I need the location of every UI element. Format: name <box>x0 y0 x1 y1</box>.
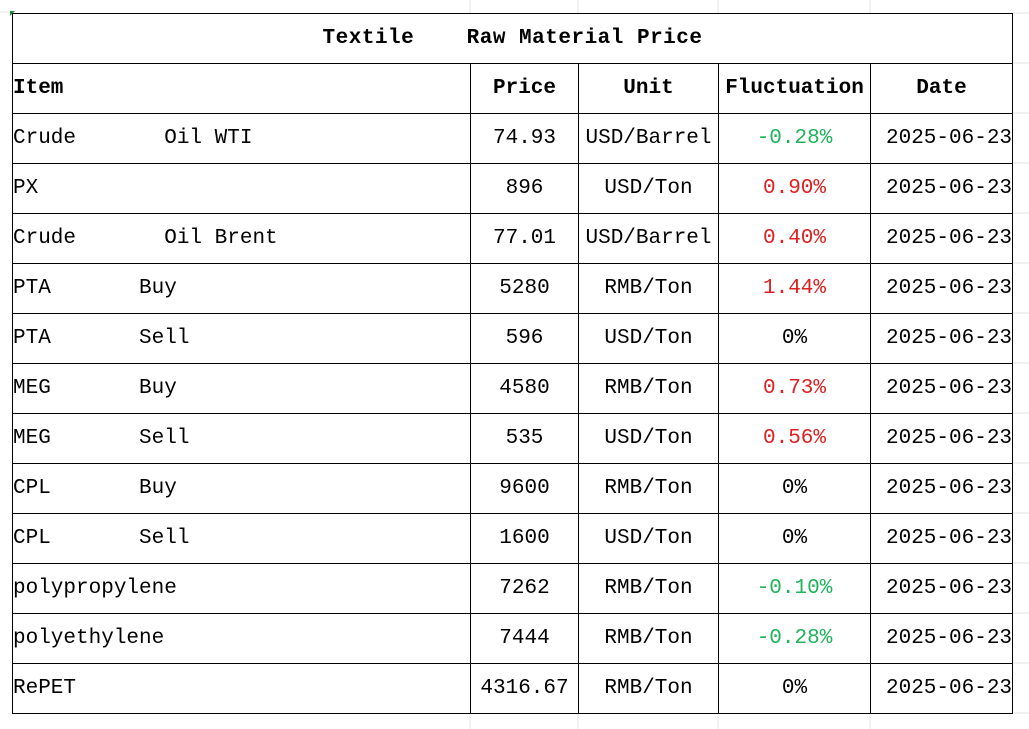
date-cell[interactable]: 2025-06-23 <box>869 313 1014 364</box>
unit-cell[interactable]: USD/Ton <box>578 513 719 564</box>
fluctuation-cell[interactable]: -0.10% <box>718 563 871 614</box>
header-price[interactable]: Price <box>470 63 579 114</box>
date-cell[interactable]: 2025-06-23 <box>869 363 1014 414</box>
item-cell[interactable]: polypropylene <box>12 563 471 614</box>
fluctuation-cell[interactable]: 0% <box>718 313 871 364</box>
item-cell[interactable]: CPL Sell <box>12 513 471 564</box>
price-cell[interactable]: 596 <box>470 313 579 364</box>
header-date[interactable]: Date <box>869 63 1014 114</box>
fluctuation-cell[interactable]: 0.56% <box>718 413 871 464</box>
price-table: Textile Raw Material Price Item Price Un… <box>11 13 1014 714</box>
price-cell[interactable]: 4580 <box>470 363 579 414</box>
item-cell[interactable]: CPL Buy <box>12 463 471 514</box>
price-cell[interactable]: 74.93 <box>470 113 579 164</box>
table-row: CPL Buy 9600 RMB/Ton 0% 2025-06-23 <box>12 463 1014 514</box>
table-row: RePET 4316.67 RMB/Ton 0% 2025-06-23 <box>12 663 1014 714</box>
price-cell[interactable]: 7262 <box>470 563 579 614</box>
unit-cell[interactable]: USD/Ton <box>578 313 719 364</box>
date-cell[interactable]: 2025-06-23 <box>869 413 1014 464</box>
table-row: Crude Oil Brent 77.01 USD/Barrel 0.40% 2025-… <box>12 213 1014 264</box>
header-row: Item Price Unit Fluctuation Date <box>12 63 1014 114</box>
item-cell[interactable]: MEG Buy <box>12 363 471 414</box>
fluctuation-cell[interactable]: 0.90% <box>718 163 871 214</box>
unit-cell[interactable]: RMB/Ton <box>578 363 719 414</box>
date-cell[interactable]: 2025-06-23 <box>869 513 1014 564</box>
fluctuation-cell[interactable]: 1.44% <box>718 263 871 314</box>
fluctuation-cell[interactable]: 0.40% <box>718 213 871 264</box>
table-row: MEG Sell 535 USD/Ton 0.56% 2025-06-23 <box>12 413 1014 464</box>
title-row: Textile Raw Material Price <box>11 13 1014 64</box>
price-cell[interactable]: 77.01 <box>470 213 579 264</box>
item-cell[interactable]: PTA Sell <box>12 313 471 364</box>
item-cell[interactable]: MEG Sell <box>12 413 471 464</box>
date-cell[interactable]: 2025-06-23 <box>869 213 1014 264</box>
table-body: Crude Oil WTI 74.93 USD/Barrel -0.28% 2025-0… <box>12 113 1014 714</box>
unit-cell[interactable]: RMB/Ton <box>578 263 719 314</box>
table-row: PX 896 USD/Ton 0.90% 2025-06-23 <box>12 163 1014 214</box>
unit-cell[interactable]: RMB/Ton <box>578 613 719 664</box>
item-cell[interactable]: polyethylene <box>12 613 471 664</box>
price-cell[interactable]: 7444 <box>470 613 579 664</box>
fluctuation-cell[interactable]: 0% <box>718 463 871 514</box>
item-cell[interactable]: PTA Buy <box>12 263 471 314</box>
unit-cell[interactable]: RMB/Ton <box>578 663 719 714</box>
date-cell[interactable]: 2025-06-23 <box>869 163 1014 214</box>
header-item[interactable]: Item <box>12 63 471 114</box>
table-row: Crude Oil WTI 74.93 USD/Barrel -0.28% 2025-0… <box>12 113 1014 164</box>
fluctuation-cell[interactable]: -0.28% <box>718 613 871 664</box>
table-row: PTA Buy 5280 RMB/Ton 1.44% 2025-06-23 <box>12 263 1014 314</box>
item-cell[interactable]: PX <box>12 163 471 214</box>
table-row: polyethylene 7444 RMB/Ton -0.28% 2025-06-23 <box>12 613 1014 664</box>
date-cell[interactable]: 2025-06-23 <box>869 113 1014 164</box>
price-cell[interactable]: 4316.67 <box>470 663 579 714</box>
table-row: polypropylene 7262 RMB/Ton -0.10% 2025-06-23 <box>12 563 1014 614</box>
price-cell[interactable]: 535 <box>470 413 579 464</box>
date-cell[interactable]: 2025-06-23 <box>869 463 1014 514</box>
item-cell[interactable]: Crude Oil Brent <box>12 213 471 264</box>
fluctuation-cell[interactable]: -0.28% <box>718 113 871 164</box>
unit-cell[interactable]: RMB/Ton <box>578 463 719 514</box>
fluctuation-cell[interactable]: 0% <box>718 663 871 714</box>
price-cell[interactable]: 9600 <box>470 463 579 514</box>
unit-cell[interactable]: USD/Barrel <box>578 213 719 264</box>
unit-cell[interactable]: USD/Barrel <box>578 113 719 164</box>
table-row: CPL Sell 1600 USD/Ton 0% 2025-06-23 <box>12 513 1014 564</box>
unit-cell[interactable]: USD/Ton <box>578 413 719 464</box>
table-row: MEG Buy 4580 RMB/Ton 0.73% 2025-06-23 <box>12 363 1014 414</box>
item-cell[interactable]: RePET <box>12 663 471 714</box>
fluctuation-cell[interactable]: 0% <box>718 513 871 564</box>
price-cell[interactable]: 896 <box>470 163 579 214</box>
table-title[interactable]: Textile Raw Material Price <box>11 13 1014 64</box>
header-fluctuation[interactable]: Fluctuation <box>718 63 871 114</box>
date-cell[interactable]: 2025-06-23 <box>869 663 1014 714</box>
unit-cell[interactable]: RMB/Ton <box>578 563 719 614</box>
date-cell[interactable]: 2025-06-23 <box>869 563 1014 614</box>
item-cell[interactable]: Crude Oil WTI <box>12 113 471 164</box>
header-unit[interactable]: Unit <box>578 63 719 114</box>
price-cell[interactable]: 5280 <box>470 263 579 314</box>
date-cell[interactable]: 2025-06-23 <box>869 613 1014 664</box>
date-cell[interactable]: 2025-06-23 <box>869 263 1014 314</box>
table-row: PTA Sell 596 USD/Ton 0% 2025-06-23 <box>12 313 1014 364</box>
unit-cell[interactable]: USD/Ton <box>578 163 719 214</box>
fluctuation-cell[interactable]: 0.73% <box>718 363 871 414</box>
price-cell[interactable]: 1600 <box>470 513 579 564</box>
